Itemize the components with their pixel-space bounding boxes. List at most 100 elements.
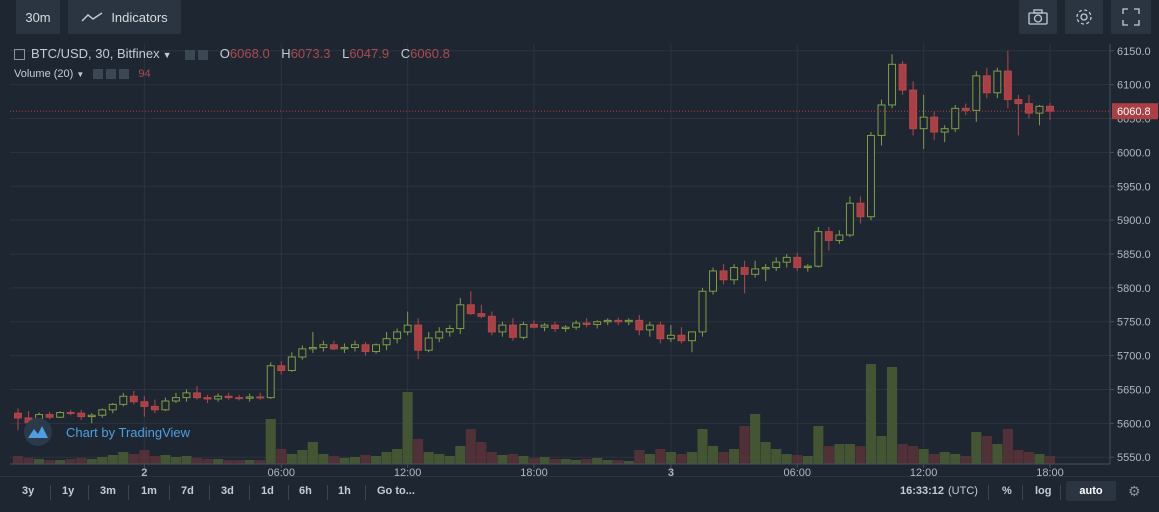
volume-bar	[139, 450, 150, 464]
candle-body	[751, 268, 760, 275]
range-3y[interactable]: 3y	[22, 485, 35, 497]
volume-bar	[128, 454, 139, 464]
volume-bar	[560, 459, 571, 464]
candle-body	[635, 319, 644, 331]
volume-bar	[486, 452, 497, 464]
divider	[1060, 485, 1061, 500]
volume-bar	[686, 452, 698, 464]
eye-icon[interactable]	[185, 49, 196, 60]
volume-bar	[571, 460, 582, 464]
volume-bar	[781, 454, 792, 464]
volume-label[interactable]: Volume (20)	[14, 68, 74, 80]
volume-bar	[865, 364, 877, 464]
indicators-button[interactable]: Indicators	[68, 0, 181, 34]
indicators-icon	[81, 12, 103, 22]
close-icon[interactable]	[119, 69, 130, 80]
volume-bar	[1013, 450, 1024, 464]
settings-mini-icon[interactable]	[106, 69, 117, 80]
candle-body	[14, 412, 22, 419]
percent-toggle[interactable]: %	[1002, 485, 1012, 497]
volume-bar	[181, 456, 192, 464]
tradingview-logo-icon	[24, 418, 52, 446]
time-axis[interactable]: 2 06:00 12:00 18:00 3 06:00 12:00 18:00	[10, 463, 1110, 476]
candle-body	[298, 348, 307, 358]
candle-body	[519, 323, 528, 338]
range-7d[interactable]: 7d	[181, 485, 194, 497]
snapshot-button[interactable]	[1019, 0, 1057, 34]
candle-body	[56, 412, 65, 418]
volume-bar	[918, 449, 929, 464]
goto-button[interactable]: Go to...	[377, 485, 415, 497]
candle-body	[835, 234, 844, 241]
price-axis[interactable]: 5550.0 5600.0 5650.0 5700.0 5750.0 5800.0 5850…	[1109, 44, 1158, 464]
volume-bar	[402, 392, 413, 464]
range-3m[interactable]: 3m	[100, 485, 116, 497]
settings-button[interactable]	[1065, 0, 1103, 34]
volume-bar	[623, 461, 634, 464]
chevron-down-icon[interactable]: ▼	[76, 70, 85, 79]
chevron-down-icon[interactable]: ▼	[162, 50, 172, 60]
time-tick-label: 18:00	[520, 467, 548, 476]
range-1m[interactable]: 1m	[141, 485, 157, 497]
candle-body	[761, 267, 770, 270]
candle-body	[150, 405, 159, 411]
candle-body	[87, 414, 96, 418]
price-chart[interactable]: 5550.0 5600.0 5650.0 5700.0 5750.0 5800.0 5850…	[0, 0, 1159, 476]
interval-button[interactable]: 30m	[16, 0, 60, 34]
divider	[365, 485, 366, 500]
volume-bar	[950, 454, 961, 464]
candle-body	[361, 344, 370, 353]
auto-toggle[interactable]: auto	[1066, 481, 1116, 501]
volume-bar	[718, 452, 729, 464]
top-toolbar: 30m Indicators	[0, 0, 1159, 36]
candle-body	[140, 401, 149, 407]
low-label: L	[342, 46, 350, 61]
range-6h[interactable]: 6h	[299, 485, 312, 497]
candle-body	[551, 324, 560, 330]
divider	[327, 485, 328, 500]
volume-bar	[823, 446, 834, 464]
time-tick-label: 12:00	[910, 467, 938, 476]
price-tick-label: 5800.0	[1117, 283, 1151, 295]
candle-body	[814, 231, 823, 267]
candle-body	[329, 344, 338, 350]
candle-body	[593, 321, 602, 325]
settings-mini-icon[interactable]	[198, 49, 209, 60]
low-value: 6047.9	[349, 46, 390, 61]
volume-bar	[960, 456, 971, 464]
time-tick-label: 2	[141, 467, 147, 476]
gear-icon[interactable]: ⚙	[1128, 483, 1141, 499]
volume-bar	[929, 454, 940, 464]
collapse-icon[interactable]	[14, 49, 25, 61]
volume-bar	[97, 457, 108, 464]
candle-body	[203, 397, 212, 400]
candle-body	[161, 400, 170, 411]
volume-bar	[1023, 452, 1034, 464]
range-1d[interactable]: 1d	[261, 485, 274, 497]
volume-bar	[160, 455, 171, 464]
range-3d[interactable]: 3d	[221, 485, 234, 497]
price-tick-label: 5650.0	[1117, 384, 1151, 396]
fullscreen-button[interactable]	[1111, 0, 1151, 34]
candle-body	[435, 331, 444, 339]
symbol-label[interactable]: BTC/USD, 30, Bitfinex	[31, 46, 160, 61]
candle-body	[129, 395, 138, 403]
open-label: O	[219, 46, 230, 61]
range-1h[interactable]: 1h	[338, 485, 351, 497]
log-toggle[interactable]: log	[1035, 485, 1052, 497]
candle-body	[445, 328, 454, 333]
volume-bar	[634, 450, 645, 464]
candle-body	[582, 322, 591, 325]
candle-body	[803, 265, 812, 269]
volume-bar	[297, 450, 308, 464]
interval-label: 30m	[25, 9, 51, 25]
candle-body	[740, 267, 749, 275]
candle-body	[235, 397, 244, 400]
candle-body	[856, 202, 865, 218]
range-1y[interactable]: 1y	[62, 485, 75, 497]
eye-icon[interactable]	[93, 69, 104, 80]
divider	[988, 485, 989, 500]
tradingview-watermark[interactable]: Chart by TradingView	[24, 418, 190, 446]
timezone-label[interactable]: (UTC)	[948, 485, 978, 497]
volume-bar	[465, 429, 476, 464]
